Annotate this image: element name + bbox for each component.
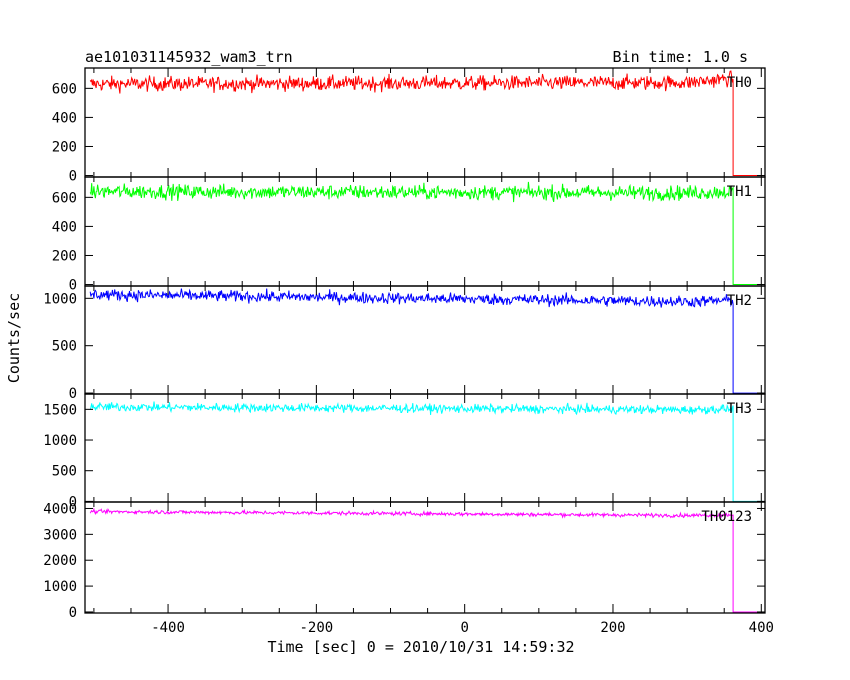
- y-tick-label: 1000: [43, 579, 77, 595]
- y-axis-title: Counts/sec: [5, 293, 23, 383]
- y-tick-label: 0: [69, 386, 77, 402]
- y-tick-label: 500: [52, 339, 77, 355]
- panel-frame: [84, 285, 766, 395]
- y-tick-label: 1000: [43, 433, 77, 449]
- series-line-th3: [89, 401, 763, 502]
- series-line-th1: [89, 181, 763, 285]
- y-tick-label: 600: [52, 190, 77, 206]
- y-tick-label: 4000: [43, 501, 77, 517]
- panel-label-th3: TH3: [727, 401, 752, 417]
- y-tick-label: 1000: [43, 291, 77, 307]
- panel-th0: 0 200 400 600 TH0: [52, 67, 766, 185]
- panel-th2: 0 500 1000 TH2: [43, 285, 766, 402]
- chart-title: ae101031145932_wam3_trn: [85, 48, 293, 66]
- panel-th0123: 0 1000 2000 3000 4000 TH0123 -400 -200 0 200 400: [43, 501, 774, 636]
- panel-th1: 0 200 400 600 TH1: [52, 176, 766, 294]
- y-tick-label: 600: [52, 81, 77, 97]
- y-tick-label: 200: [52, 248, 77, 264]
- panel-frame: [84, 501, 766, 614]
- x-tick-label: 0: [460, 620, 468, 636]
- bin-time-label: Bin time: 1.0 s: [613, 48, 748, 66]
- panel-th3: 0 500 1000 1500 TH3: [43, 393, 766, 510]
- series-line-th0: [89, 70, 763, 176]
- panel-label-th1: TH1: [727, 184, 752, 200]
- panel-label-th2: TH2: [727, 293, 752, 309]
- y-tick-label: 0: [69, 494, 77, 510]
- x-tick-label: 200: [600, 620, 625, 636]
- panel-label-th0123: TH0123: [701, 509, 752, 525]
- y-tick-label: 1500: [43, 402, 77, 418]
- y-tick-label: 200: [52, 139, 77, 155]
- series-line-th0123: [89, 507, 763, 613]
- panels: 0 200 400 600 TH0 0 200 400 600 TH1 0 500 1000 TH2 0 50…: [43, 67, 774, 636]
- series-line-th2: [89, 288, 763, 394]
- y-tick-label: 0: [69, 605, 77, 621]
- x-tick-label: 400: [749, 620, 774, 636]
- y-tick-label: 3000: [43, 527, 77, 543]
- x-tick-label: -200: [300, 620, 334, 636]
- x-tick-label: -400: [151, 620, 185, 636]
- y-tick-label: 400: [52, 219, 77, 235]
- y-tick-label: 0: [69, 169, 77, 185]
- x-axis-title: Time [sec] 0 = 2010/10/31 14:59:32: [267, 638, 574, 656]
- y-tick-label: 400: [52, 110, 77, 126]
- panel-label-th0: TH0: [727, 75, 752, 91]
- y-tick-label: 500: [52, 464, 77, 480]
- y-tick-label: 2000: [43, 553, 77, 569]
- y-tick-label: 0: [69, 278, 77, 294]
